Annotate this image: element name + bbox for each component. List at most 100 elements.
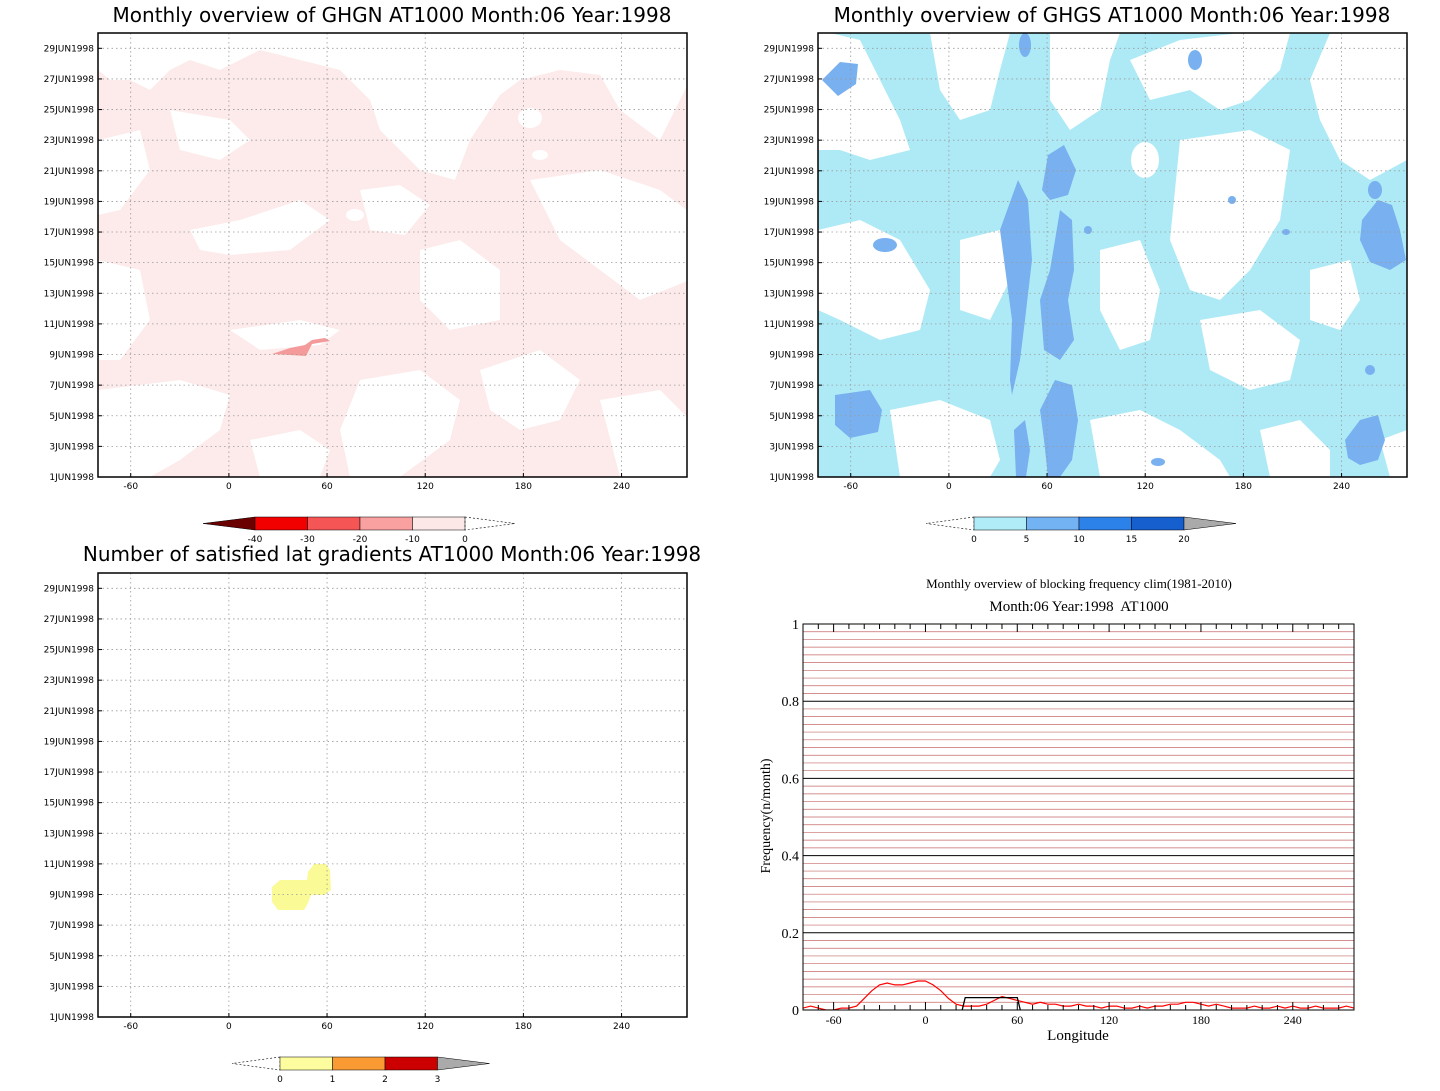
colorbar-arrow-low [231, 1056, 281, 1071]
positive-area [532, 150, 548, 160]
y-tick-label: 0.6 [782, 772, 800, 787]
colorbar-box [1131, 516, 1185, 531]
x-tick-label: 120 [1137, 482, 1154, 492]
x-tick-label: 120 [1100, 1013, 1118, 1027]
y-tick-label: 11JUN1998 [44, 320, 95, 330]
positive-area [98, 33, 687, 180]
contour-field [272, 864, 331, 910]
y-tick-label: 1JUN1998 [49, 473, 94, 483]
contour-level-5-to-10 [1345, 415, 1385, 465]
contour-level-5-to-10 [1228, 196, 1236, 204]
y-tick-label: 15JUN1998 [44, 259, 95, 269]
y-tick-label: 29JUN1998 [764, 44, 815, 54]
colorbar-box [254, 516, 308, 531]
y-tick-label: 27JUN1998 [764, 75, 815, 85]
zero-area [1090, 410, 1230, 477]
y-tick-label: 11JUN1998 [44, 860, 95, 870]
colorbar-label: -20 [353, 535, 368, 545]
colorbar-box [307, 516, 361, 531]
x-tick-label: 0 [226, 1022, 232, 1032]
panel-ghgs: Monthly overview of GHGS AT1000 Month:06… [764, 3, 1408, 545]
y-tick-label: 13JUN1998 [764, 289, 815, 299]
x-tick-label: -60 [123, 482, 138, 492]
y-tick-label: 13JUN1998 [44, 829, 95, 839]
positive-area [480, 350, 580, 430]
colorbar-label: 15 [1126, 535, 1137, 545]
y-tick-label: 25JUN1998 [44, 106, 95, 116]
zero-area [890, 400, 1000, 477]
positive-area [360, 185, 430, 235]
zero-area [1380, 430, 1407, 477]
colorbar-box [412, 516, 466, 531]
colorbar-label: -30 [300, 535, 315, 545]
plot-frame [97, 572, 688, 1018]
y-tick-label: 0 [792, 1004, 799, 1019]
contour-level-5-to-10 [822, 62, 858, 96]
contour-level-5-to-10 [873, 238, 897, 252]
x-tick-label: 240 [613, 482, 630, 492]
x-tick-label: 180 [515, 482, 532, 492]
x-tick-label: 60 [1011, 1013, 1023, 1027]
colorbar-label: 2 [382, 1075, 388, 1085]
x-tick-label: -60 [826, 1013, 842, 1027]
contour-level-5-to-10 [1042, 145, 1076, 200]
zero-area [1130, 33, 1290, 110]
positive-area [98, 260, 150, 360]
y-tick-label: 23JUN1998 [764, 136, 815, 146]
colorbar-label: 3 [435, 1075, 441, 1085]
y-tick-label: 11JUN1998 [764, 320, 815, 330]
colorbar-box [1078, 516, 1132, 531]
y-tick-label: 19JUN1998 [764, 197, 815, 207]
axis-ticks: -60 0 60 120 180 240 1JUN1998 3JUN1998 5JUN1998 7… [44, 44, 631, 492]
grid [98, 33, 687, 477]
x-tick-label: 60 [321, 1022, 333, 1032]
panel-blocking-frequency: Monthly overview of blocking frequency c… [759, 576, 1355, 1044]
panel-ghgn: Monthly overview of GHGN AT1000 Month:06… [44, 3, 688, 545]
y-tick-label: 7JUN1998 [769, 381, 814, 391]
y-tick-label: 19JUN1998 [44, 197, 95, 207]
contour-level-minus-10-to-minus-20 [272, 338, 330, 356]
zero-area [1310, 260, 1360, 330]
y-tick-label: 17JUN1998 [44, 228, 95, 238]
chart-title: Monthly overview of GHGN AT1000 Month:06… [113, 3, 672, 27]
y-tick-label: 9JUN1998 [769, 351, 814, 361]
positive-area [518, 108, 542, 128]
contour-field [818, 33, 1407, 477]
y-tick-label: 27JUN1998 [44, 75, 95, 85]
colorbar-label: 0 [971, 535, 977, 545]
y-tick-label: 25JUN1998 [44, 646, 95, 656]
y-tick-label: 25JUN1998 [764, 106, 815, 116]
y-tick-label: 9JUN1998 [49, 351, 94, 361]
plot-frame [817, 32, 1408, 478]
x-tick-label: 120 [417, 482, 434, 492]
colorbar-label: 20 [1178, 535, 1190, 545]
x-tick-label: 240 [1284, 1013, 1302, 1027]
y-tick-label: 13JUN1998 [44, 289, 95, 299]
x-axis-label: Longitude [1047, 1028, 1109, 1044]
axis-ticks: -60 0 60 120 180 240 1JUN1998 3JUN1998 5JUN1998 7… [44, 584, 631, 1032]
contour-level-5-to-10 [835, 390, 882, 438]
colorbar: -40 -30 -20 -10 0 [202, 516, 516, 545]
y-tick-label: 23JUN1998 [44, 136, 95, 146]
y-tick-label: 5JUN1998 [769, 412, 814, 422]
axis-ticks: -60 0 60 120 180 240 1JUN1998 3JUN1998 5JUN1998 7… [764, 44, 1351, 492]
colorbar-arrow-low [925, 516, 975, 531]
zero-area [1050, 33, 1120, 130]
y-tick-label: 5JUN1998 [49, 952, 94, 962]
y-tick-label: 0.4 [782, 850, 800, 865]
colorbar-box [973, 516, 1027, 531]
zero-area [818, 220, 930, 340]
x-tick-label: 180 [515, 1022, 532, 1032]
positive-area [530, 170, 687, 300]
grid [818, 33, 1407, 477]
x-tick-label: 0 [922, 1013, 928, 1027]
contour-level-5-to-10 [1368, 181, 1382, 199]
colorbar-label: 10 [1073, 535, 1085, 545]
positive-area [190, 200, 330, 255]
panel-lat-gradients: Number of satisfied lat gradients AT1000… [44, 542, 701, 1085]
x-tick-label: 180 [1235, 482, 1252, 492]
colorbar-label: -40 [248, 535, 263, 545]
contour-level-5-to-10 [1040, 380, 1078, 477]
grid [98, 573, 687, 1017]
zero-area [960, 230, 1010, 320]
